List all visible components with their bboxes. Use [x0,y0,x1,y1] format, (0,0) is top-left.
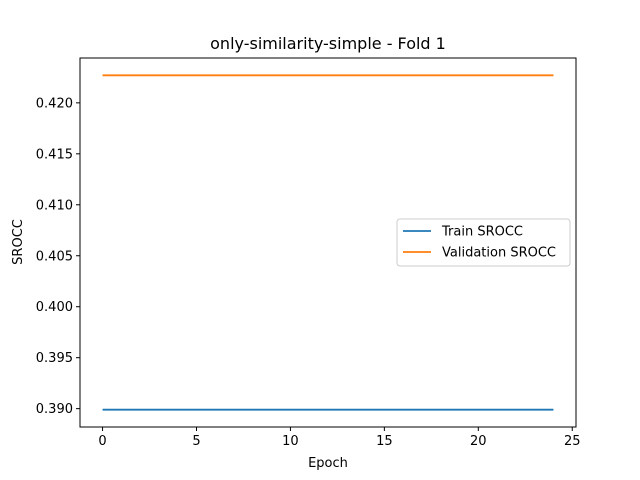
x-axis-label: Epoch [308,456,348,471]
axes-ticks: 0 5 10 15 20 25 0.390 0.395 0.400 0.405 0.410 0.415… [36,96,581,449]
legend-label-train-srocc: Train SROCC [441,225,523,240]
chart-title: only-similarity-simple - Fold 1 [210,34,446,53]
y-tick-label: 0.390 [36,402,73,417]
legend: Train SROCC Validation SROCC [396,218,571,267]
x-tick-label: 15 [376,434,393,449]
x-tick-label: 5 [192,434,200,449]
x-tick-label: 10 [282,434,299,449]
y-tick-label: 0.395 [36,351,73,366]
legend-label-validation-srocc: Validation SROCC [442,246,556,261]
y-tick-label: 0.420 [36,96,73,111]
legend-frame [396,218,571,267]
x-tick-label: 20 [470,434,487,449]
y-axis-label: SROCC [11,219,26,265]
y-tick-label: 0.410 [36,198,73,213]
axes-frame [79,57,577,428]
y-tick-label: 0.400 [36,300,73,315]
plot-area [102,74,554,411]
x-tick-label: 25 [564,434,581,449]
x-tick-label: 0 [98,434,106,449]
y-tick-label: 0.415 [36,147,73,162]
y-tick-label: 0.405 [36,249,73,264]
